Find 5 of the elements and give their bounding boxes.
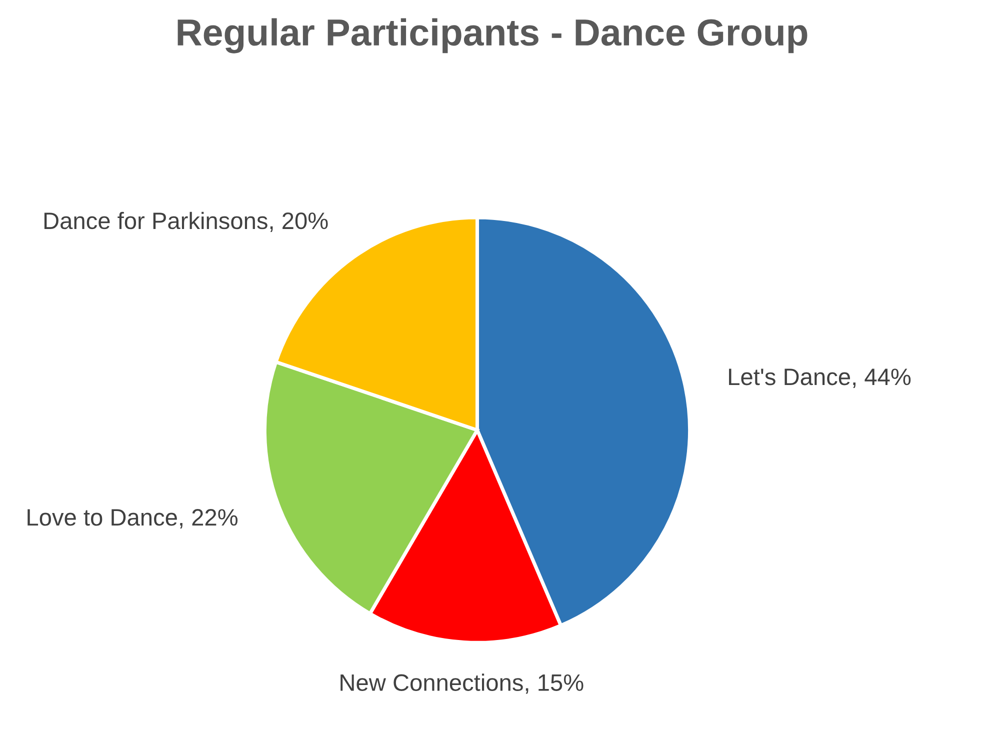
- slice-label: Love to Dance, 22%: [28, 509, 238, 529]
- chart-title: Regular Participants - Dance Group: [178, 18, 808, 54]
- slice-label: New Connections, 15%: [340, 674, 584, 694]
- slice-label: Let's Dance, 44%: [729, 368, 911, 388]
- slice-label: Dance for Parkinsons, 20%: [44, 212, 328, 232]
